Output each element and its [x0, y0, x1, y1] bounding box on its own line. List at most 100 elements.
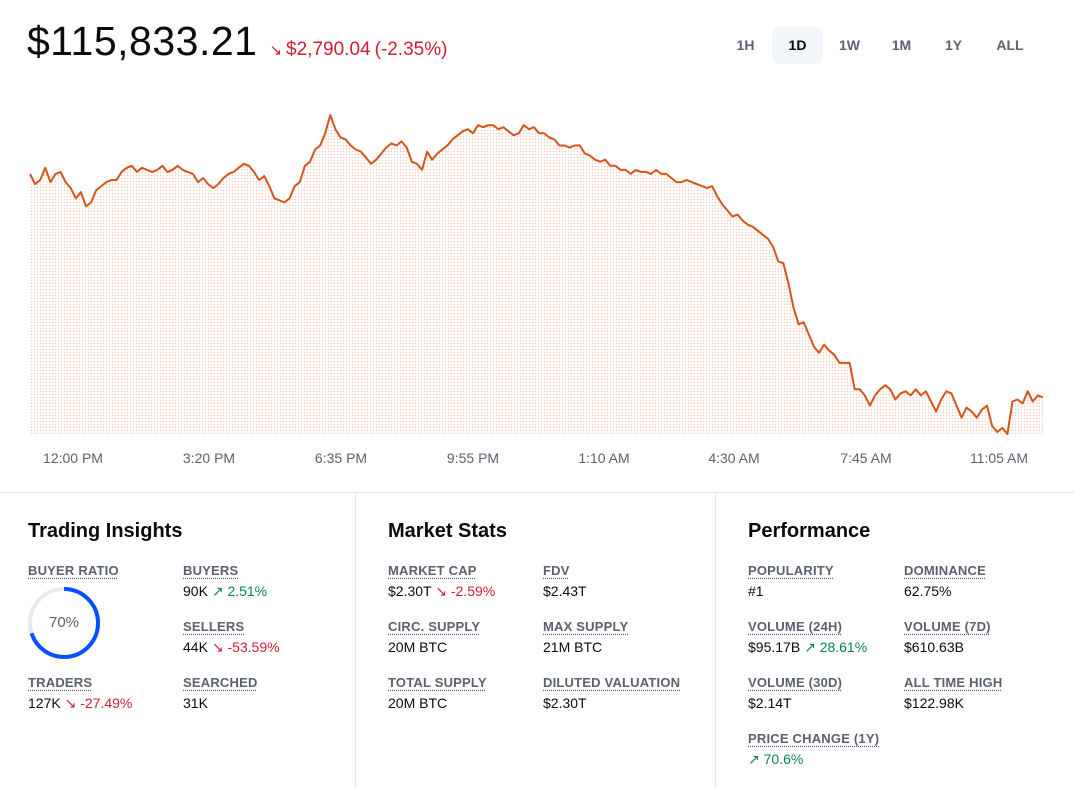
buyers-stat: BUYERS 90K ↗ 2.51% [183, 563, 267, 600]
max-supply-stat: MAX SUPPLY 21M BTC [543, 619, 628, 655]
sellers-label[interactable]: SELLERS [183, 619, 245, 634]
dominance-value: 62.75% [904, 583, 952, 599]
volume-24h-change: 28.61% [819, 639, 868, 655]
all-time-high-stat: ALL TIME HIGH $122.98K [904, 675, 1002, 711]
volume-24h-stat: VOLUME (24H) $95.17B ↗ 28.61% [748, 619, 867, 656]
trading-insights-section: Trading Insights [28, 520, 182, 560]
fdv-value: $2.43T [543, 583, 587, 599]
arrow-down-right-icon: ↘ [435, 583, 447, 599]
current-price: $115,833.21 [27, 18, 258, 64]
sellers-stat: SELLERS 44K ↘ -53.59% [183, 619, 280, 656]
price-chart[interactable] [0, 90, 1074, 480]
range-1d-button[interactable]: 1D [772, 27, 823, 64]
volume-24h-value: $95.17B [748, 639, 801, 655]
time-range-selector: 1H 1D 1W 1M 1Y ALL [720, 27, 1041, 64]
range-1y-button[interactable]: 1Y [944, 37, 963, 53]
arrow-up-right-icon: ↗ [211, 583, 224, 599]
sellers-change: -53.59% [227, 639, 280, 655]
range-all-button[interactable]: ALL [996, 37, 1024, 53]
price-chart-svg[interactable] [0, 90, 1074, 440]
price-change-1y-value: 70.6% [763, 751, 804, 767]
column-divider [715, 493, 716, 788]
volume-30d-stat: VOLUME (30D) $2.14T [748, 675, 842, 711]
fdv-stat: FDV $2.43T [543, 563, 587, 599]
price-line [29, 114, 1044, 435]
price-header: $115,833.21 ↘ $2,790.04 (-2.35%) [27, 18, 447, 65]
performance-section: Performance [748, 520, 870, 560]
popularity-stat: POPULARITY #1 [748, 563, 834, 599]
x-tick-label: 6:35 PM [314, 450, 368, 466]
all-time-high-value: $122.98K [904, 695, 964, 711]
x-tick-label: 7:45 AM [840, 450, 892, 466]
diluted-valuation-value: $2.30T [543, 695, 587, 711]
trading-insights-title: Trading Insights [28, 520, 183, 542]
x-tick-label: 3:20 PM [182, 450, 236, 466]
price-change-1y-label[interactable]: PRICE CHANGE (1Y) [748, 731, 880, 746]
section-divider [0, 492, 1074, 493]
popularity-value: #1 [748, 583, 764, 599]
diluted-valuation-stat: DILUTED VALUATION $2.30T [543, 675, 680, 711]
volume-7d-stat: VOLUME (7D) $610.63B [904, 619, 991, 655]
column-divider [355, 493, 356, 788]
total-supply-label[interactable]: TOTAL SUPPLY [388, 675, 487, 690]
range-1m-button[interactable]: 1M [891, 37, 912, 53]
volume-30d-label[interactable]: VOLUME (30D) [748, 675, 843, 690]
circ-supply-stat: CIRC. SUPPLY 20M BTC [388, 619, 480, 655]
arrow-up-right-icon: ↗ [804, 639, 816, 655]
performance-title: Performance [748, 520, 871, 542]
x-tick-label: 1:10 AM [578, 450, 630, 466]
market-stats-title: Market Stats [388, 520, 507, 542]
price-change-percent: (-2.35%) [374, 39, 448, 60]
range-1h-button[interactable]: 1H [736, 37, 755, 53]
volume-24h-label[interactable]: VOLUME (24H) [748, 619, 843, 634]
price-change-amount: $2,790.04 [286, 39, 371, 60]
all-time-high-label[interactable]: ALL TIME HIGH [904, 675, 1003, 690]
traders-stat: TRADERS 127K ↘ -27.49% [28, 675, 132, 712]
max-supply-value: 21M BTC [543, 639, 603, 655]
arrow-down-right-icon: ↘ [211, 639, 224, 655]
traders-value: 127K [28, 695, 61, 711]
x-tick-label: 4:30 AM [708, 450, 760, 466]
arrow-down-right-icon: ↘ [64, 695, 77, 711]
sellers-value: 44K [183, 639, 208, 655]
searched-stat: SEARCHED 31K [183, 675, 258, 711]
searched-value: 31K [183, 695, 208, 711]
market-cap-stat: MARKET CAP $2.30T ↘ -2.59% [388, 563, 495, 600]
buyers-label[interactable]: BUYERS [183, 563, 239, 578]
market-stats-section: Market Stats [388, 520, 507, 560]
searched-label[interactable]: SEARCHED [183, 675, 258, 690]
popularity-label[interactable]: POPULARITY [748, 563, 834, 578]
price-change-1y-stat: PRICE CHANGE (1Y) ↗ 70.6% [748, 731, 879, 768]
arrow-up-right-icon: ↗ [748, 751, 760, 767]
buyer-ratio-label[interactable]: BUYER RATIO [28, 563, 119, 578]
traders-label[interactable]: TRADERS [28, 675, 93, 690]
x-tick-label: 12:00 PM [43, 450, 103, 466]
total-supply-value: 20M BTC [388, 695, 448, 711]
buyer-ratio-value: 70% [48, 614, 80, 631]
market-cap-change: -2.59% [450, 583, 496, 599]
volume-30d-value: $2.14T [748, 695, 792, 711]
max-supply-label[interactable]: MAX SUPPLY [543, 619, 629, 634]
fdv-label[interactable]: FDV [543, 563, 570, 578]
total-supply-stat: TOTAL SUPPLY 20M BTC [388, 675, 487, 711]
range-1w-button[interactable]: 1W [839, 37, 860, 53]
buyer-ratio-ring [28, 587, 100, 659]
market-cap-label[interactable]: MARKET CAP [388, 563, 477, 578]
x-tick-label: 11:05 AM [969, 450, 1029, 466]
x-tick-label: 9:55 PM [446, 450, 500, 466]
arrow-down-right-icon: ↘ [269, 42, 283, 59]
price-area-fill [30, 115, 1043, 434]
buyers-change: 2.51% [227, 583, 268, 599]
buyers-value: 90K [183, 583, 208, 599]
diluted-valuation-label[interactable]: DILUTED VALUATION [543, 675, 681, 690]
dominance-label[interactable]: DOMINANCE [904, 563, 986, 578]
traders-change: -27.49% [80, 695, 133, 711]
market-cap-value: $2.30T [388, 583, 432, 599]
circ-supply-value: 20M BTC [388, 639, 448, 655]
price-change: ↘ $2,790.04 (-2.35%) [269, 39, 447, 61]
buyer-ratio-stat: BUYER RATIO [28, 563, 119, 578]
volume-7d-label[interactable]: VOLUME (7D) [904, 619, 991, 634]
dominance-stat: DOMINANCE 62.75% [904, 563, 986, 599]
circ-supply-label[interactable]: CIRC. SUPPLY [388, 619, 481, 634]
volume-7d-value: $610.63B [904, 639, 964, 655]
